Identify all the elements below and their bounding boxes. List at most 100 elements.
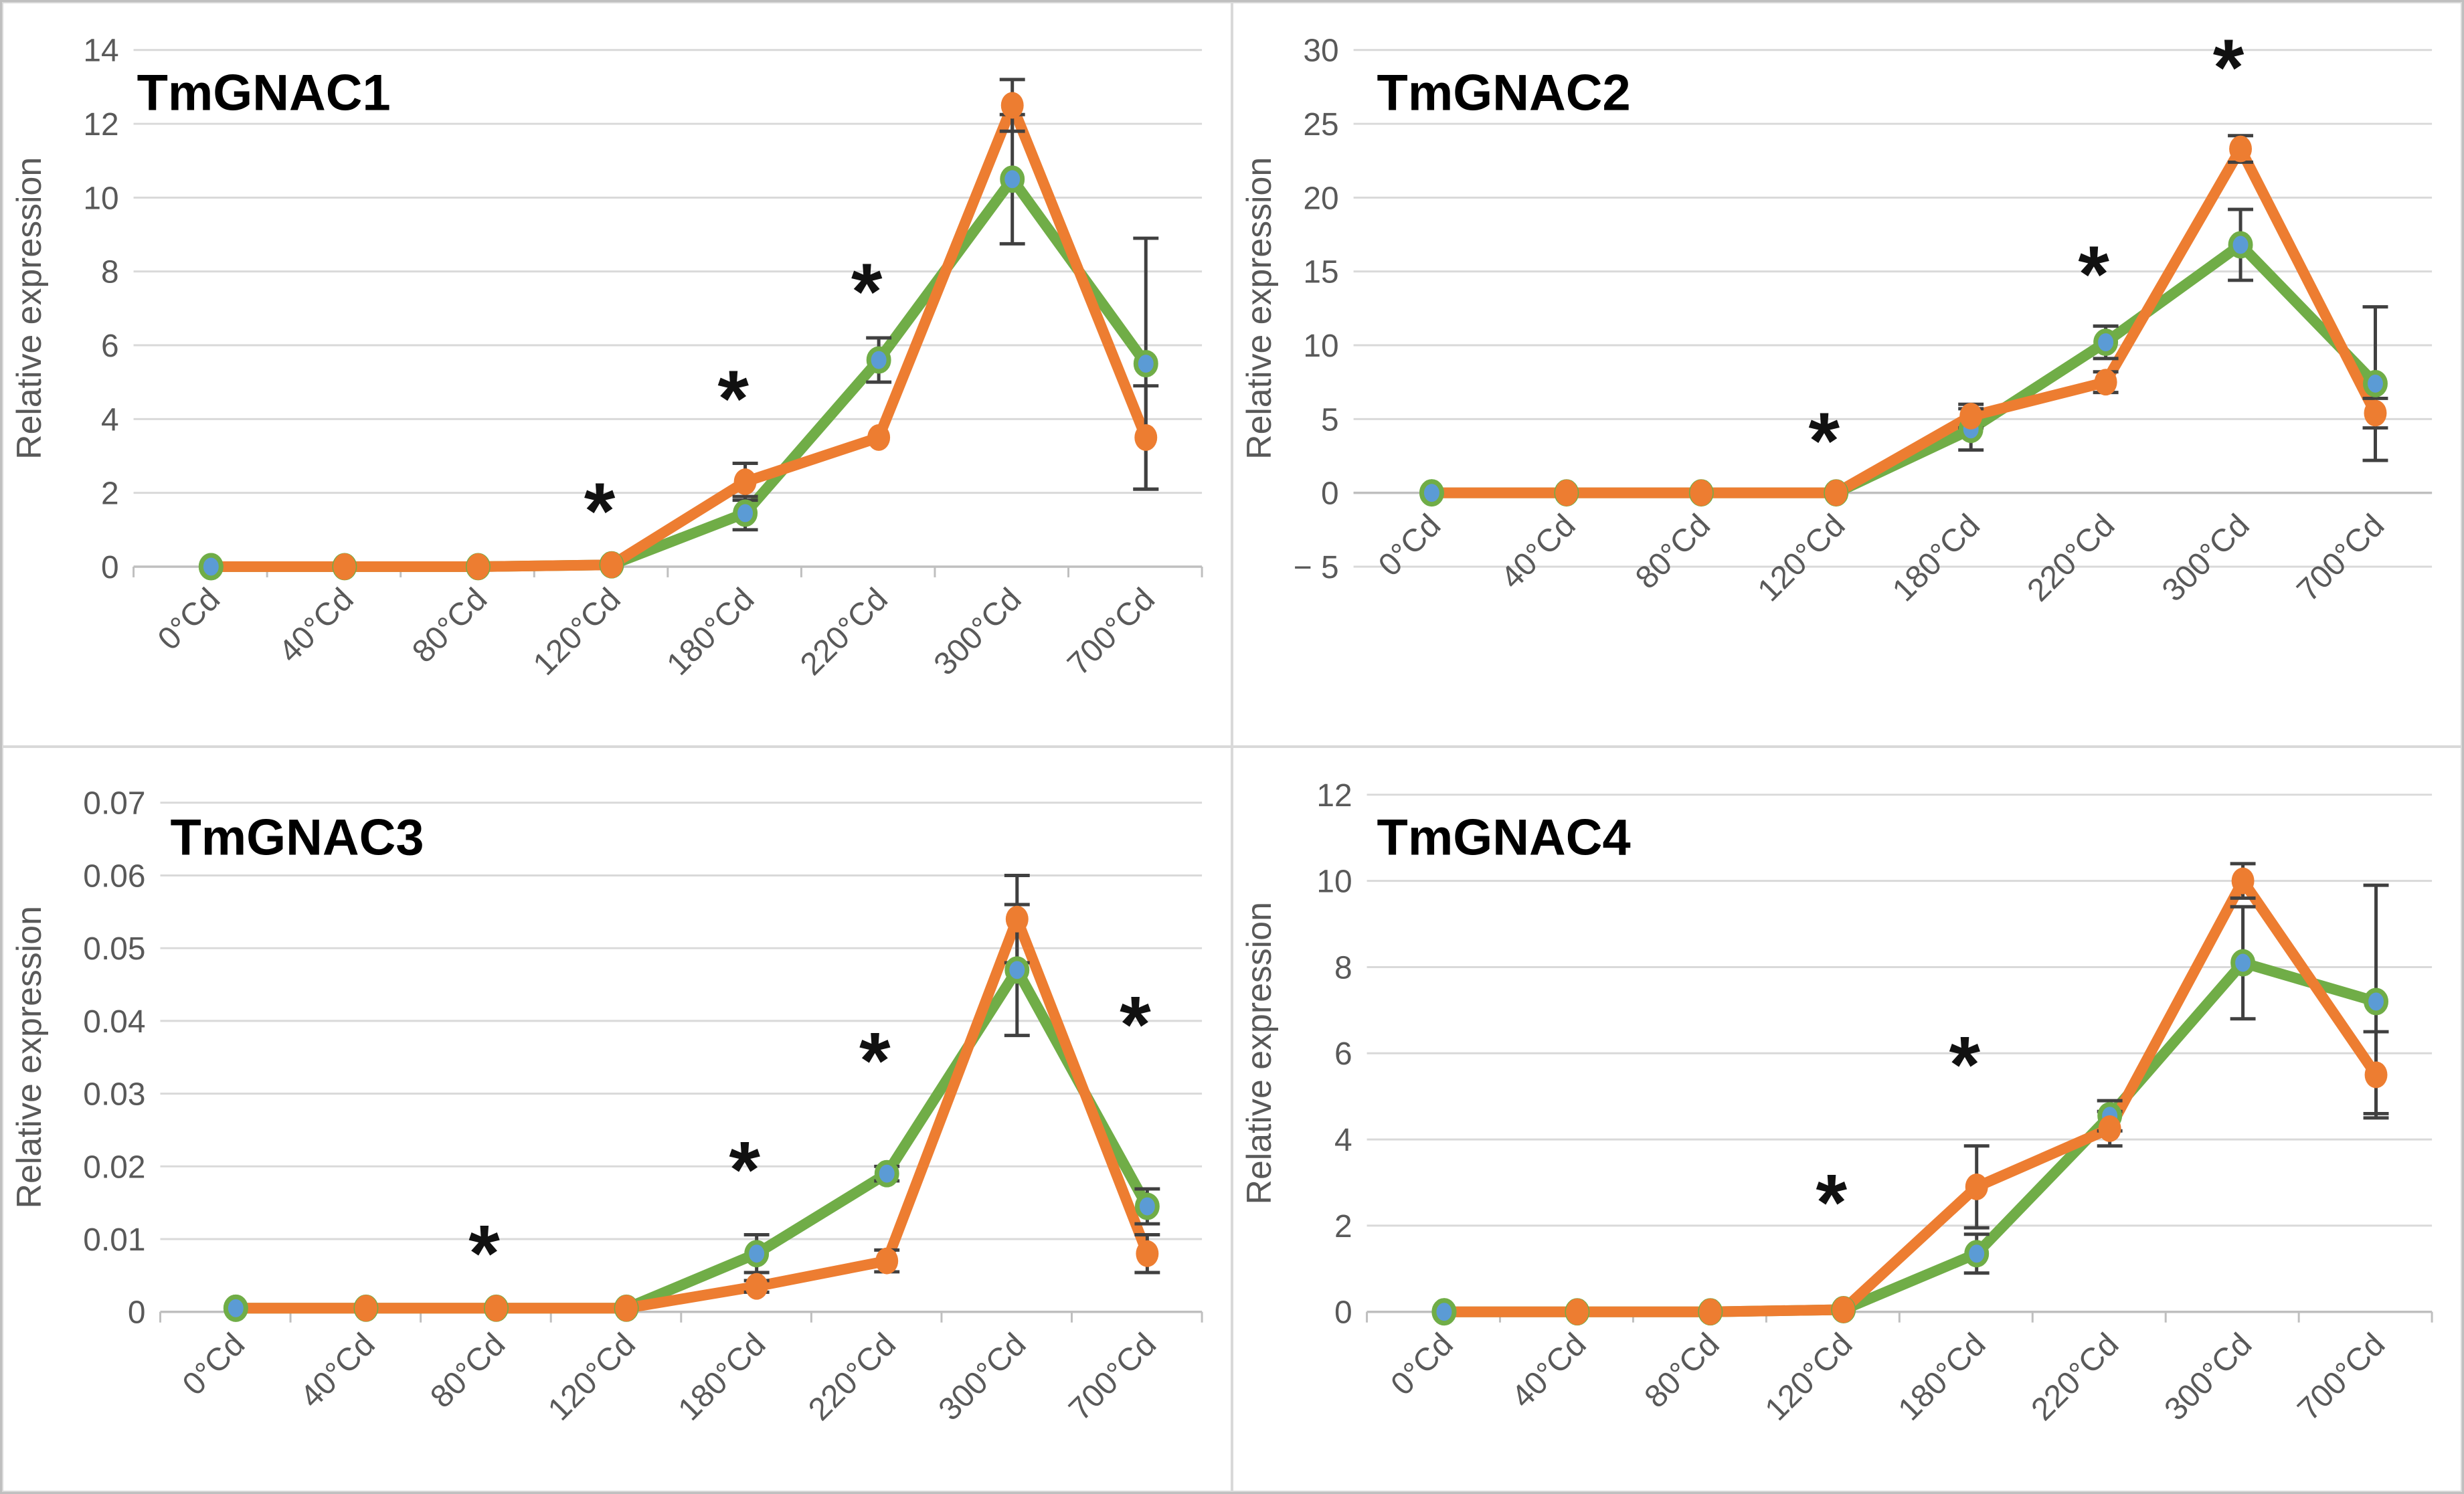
y-tick-label: 5: [1321, 402, 1339, 438]
data-point-marker-orange: [1134, 424, 1158, 451]
y-tick-label: 0: [128, 1295, 146, 1331]
data-point-marker-orange: [1000, 92, 1024, 119]
x-tick-label: 180°Cd: [1892, 1327, 1993, 1428]
data-point-marker-orange: [1005, 905, 1029, 933]
x-tick-label: 0°Cd: [151, 581, 227, 657]
y-tick-label: 12: [1316, 778, 1352, 814]
x-tick-label: 220°Cd: [2021, 508, 2122, 609]
significance-asterisk: *: [859, 1017, 891, 1106]
y-axis-label: Relative expression: [1239, 157, 1278, 460]
data-point-marker-green: [198, 553, 224, 581]
x-tick-label: 300°Cd: [928, 581, 1029, 682]
y-tick-label: 0.02: [83, 1149, 145, 1185]
significance-asterisk: *: [2213, 23, 2245, 112]
data-point-marker-green: [2230, 949, 2256, 977]
x-tick-label: 80°Cd: [1638, 1327, 1727, 1415]
y-tick-label: 0: [101, 550, 119, 585]
x-tick-label: 120°Cd: [527, 581, 628, 682]
data-point-marker-green: [1000, 165, 1025, 193]
x-tick-label: 180°Cd: [1886, 508, 1987, 609]
y-tick-label: 12: [83, 107, 118, 143]
significance-asterisk: *: [2078, 230, 2109, 319]
data-point-marker-orange: [2094, 369, 2117, 396]
x-tick-label: 0°Cd: [176, 1327, 252, 1402]
y-tick-label: 0.06: [83, 858, 145, 894]
data-point-marker-green: [223, 1294, 248, 1322]
data-point-marker-orange: [745, 1273, 768, 1300]
significance-asterisk: *: [1949, 1021, 1980, 1110]
chart-title: TmGNAC1: [137, 64, 391, 121]
data-point-marker-orange: [485, 1295, 508, 1322]
y-tick-label: 15: [1303, 255, 1338, 290]
chart-svg-tmgnac1: * * * TmGNAC1 Relative expression 0 2 4 6 8 10 12 14…: [9, 33, 1203, 682]
series-line-orange: [205, 100, 1152, 572]
data-point-marker-green: [744, 1240, 770, 1268]
x-tick-label: 180°Cd: [660, 581, 761, 682]
data-point-marker-orange: [2364, 399, 2387, 427]
x-tick-label: 40°Cd: [294, 1327, 382, 1415]
y-axis-label: Relative expression: [9, 157, 48, 460]
data-point-marker-orange: [2098, 1115, 2121, 1142]
x-tick-label: 700°Cd: [2290, 508, 2391, 609]
data-point-marker-green: [1964, 1240, 1990, 1268]
y-axis-label: Relative expression: [1239, 902, 1278, 1204]
y-tick-label: 0.05: [83, 931, 145, 967]
significance-asterisk: *: [1808, 397, 1840, 486]
data-point-marker-orange: [354, 1295, 377, 1322]
series-line-green: [205, 173, 1152, 572]
x-tick-label: 40°Cd: [1505, 1327, 1593, 1415]
x-tick-label: 80°Cd: [424, 1327, 512, 1415]
y-tick-label: 25: [1303, 107, 1338, 143]
y-tick-label: 10: [1316, 864, 1352, 900]
data-point-marker-green: [1133, 350, 1158, 378]
x-tick-label: 700°Cd: [1062, 1327, 1163, 1428]
x-tick-label: 220°Cd: [2025, 1327, 2126, 1428]
chart-panel-tmgnac1: * * * TmGNAC1 Relative expression 0 2 4 6 8 10 12 14…: [2, 2, 1232, 747]
x-tick-label: 300°Cd: [932, 1327, 1033, 1428]
significance-asterisk: *: [729, 1126, 760, 1215]
x-tick-label: 700°Cd: [2291, 1327, 2392, 1428]
y-tick-label: 0.01: [83, 1222, 145, 1258]
chart-svg-tmgnac3: * * * * TmGNAC3 Relative expression 0 0.01 0.02 0…: [9, 786, 1203, 1428]
data-point-marker-orange: [615, 1295, 638, 1322]
y-tick-label: 0.07: [83, 786, 145, 822]
chart-title: TmGNAC4: [1377, 810, 1631, 866]
x-tick-label: 300°Cd: [2158, 1327, 2259, 1428]
y-tick-label: 0: [1321, 476, 1339, 512]
chart-panel-tmgnac3: * * * * TmGNAC3 Relative expression 0 0.01 0.02 0…: [2, 747, 1232, 1492]
data-point-marker-orange: [1698, 1298, 1722, 1325]
y-tick-label: − 5: [1294, 550, 1339, 585]
series-line-orange: [230, 913, 1153, 1314]
data-point-marker-orange: [2231, 867, 2255, 895]
data-point-marker-green: [1004, 956, 1030, 984]
data-point-marker-orange: [1136, 1240, 1159, 1267]
data-point-marker-orange: [600, 551, 623, 579]
data-point-marker-orange: [1555, 479, 1578, 506]
x-tick-label: 220°Cd: [794, 581, 895, 682]
y-tick-label: 2: [1334, 1209, 1352, 1244]
y-tick-label: 2: [101, 476, 119, 512]
y-tick-label: 20: [1303, 181, 1338, 216]
chart-svg-tmgnac2: * * * TmGNAC2 Relative expression − 5 0 5 10 15 20…: [1239, 23, 2433, 609]
data-point-marker-orange: [1832, 1296, 1855, 1323]
x-tick-label: 120°Cd: [1759, 1327, 1860, 1428]
y-axis-label: Relative expression: [9, 906, 48, 1208]
y-tick-label: 0.04: [83, 1004, 145, 1040]
data-point-marker-green: [1419, 479, 1444, 507]
y-tick-label: 6: [101, 329, 119, 364]
significance-asterisk: *: [1816, 1159, 1848, 1248]
x-tick-label: 80°Cd: [1629, 508, 1717, 596]
data-point-marker-green: [1431, 1298, 1457, 1326]
data-point-marker-orange: [1824, 479, 1848, 506]
significance-asterisk: *: [468, 1210, 500, 1299]
data-point-marker-green: [866, 346, 891, 374]
x-tick-label: 0°Cd: [1372, 508, 1447, 583]
data-point-marker-orange: [1565, 1298, 1589, 1325]
x-tick-label: 120°Cd: [541, 1327, 642, 1428]
y-tick-label: 30: [1303, 33, 1338, 69]
chart-title: TmGNAC3: [170, 810, 424, 866]
y-tick-label: 10: [83, 181, 118, 216]
significance-asterisk: *: [717, 355, 749, 444]
y-tick-label: 0.03: [83, 1077, 145, 1113]
